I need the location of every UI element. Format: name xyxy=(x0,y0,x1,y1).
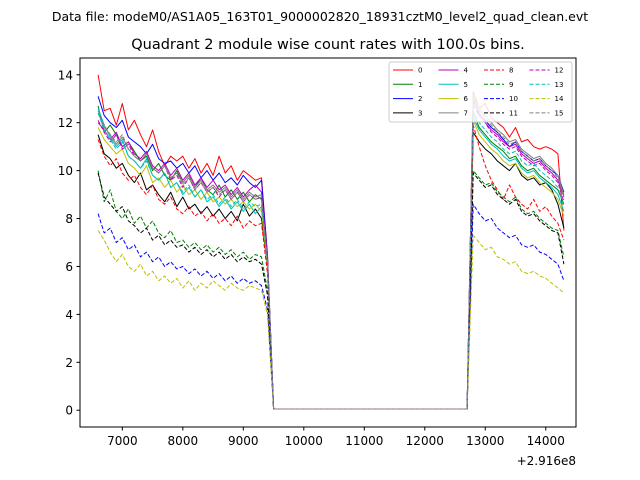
plot-area: 7000 8000 9000 10000 11000 12000 13000 14000 0 2… xyxy=(58,57,577,468)
y-tick-label: 8 xyxy=(65,212,73,226)
x-tick-label: 9000 xyxy=(228,434,259,448)
legend-label-2: 2 xyxy=(418,95,422,103)
y-tick-label: 0 xyxy=(65,404,73,418)
x-axis-ticks: 7000 8000 9000 10000 11000 12000 13000 14000 xyxy=(107,427,565,448)
y-tick-label: 4 xyxy=(65,308,73,322)
legend-label-1: 1 xyxy=(418,81,422,89)
legend-label-0: 0 xyxy=(418,67,422,75)
y-tick-label: 2 xyxy=(65,356,73,370)
y-tick-label: 6 xyxy=(65,260,73,274)
y-tick-label: 12 xyxy=(58,116,73,130)
legend-label-4: 4 xyxy=(464,67,469,75)
legend-label-8: 8 xyxy=(509,67,513,75)
y-tick-label: 10 xyxy=(58,164,73,178)
legend-label-11: 11 xyxy=(509,109,518,117)
legend-label-12: 12 xyxy=(555,67,564,75)
legend-label-10: 10 xyxy=(509,95,518,103)
x-tick-label: 10000 xyxy=(285,434,323,448)
legend-box xyxy=(388,61,573,123)
x-tick-label: 13000 xyxy=(466,434,504,448)
x-axis-offset-label: +2.916e8 xyxy=(517,454,576,468)
chart-title: Quadrant 2 module wise count rates with … xyxy=(131,37,525,53)
x-tick-label: 8000 xyxy=(168,434,199,448)
x-tick-label: 11000 xyxy=(345,434,383,448)
legend-label-14: 14 xyxy=(555,95,564,103)
series-line-10 xyxy=(97,203,565,410)
legend-label-13: 13 xyxy=(555,81,564,89)
legend-label-7: 7 xyxy=(464,109,468,117)
legend-label-3: 3 xyxy=(418,109,422,117)
data-file-suptitle: Data file: modeM0/AS1A05_163T01_90000028… xyxy=(52,9,588,24)
legend-label-6: 6 xyxy=(464,95,469,103)
x-tick-label: 7000 xyxy=(107,434,138,448)
legend-label-9: 9 xyxy=(509,81,513,89)
x-tick-label: 12000 xyxy=(406,434,444,448)
y-tick-label: 14 xyxy=(58,68,73,82)
axes-frame xyxy=(79,57,577,428)
legend-label-15: 15 xyxy=(555,109,564,117)
legend-label-5: 5 xyxy=(464,81,468,89)
x-tick-label: 14000 xyxy=(527,434,565,448)
y-axis-ticks: 0 2 4 6 8 10 12 14 xyxy=(58,68,80,418)
